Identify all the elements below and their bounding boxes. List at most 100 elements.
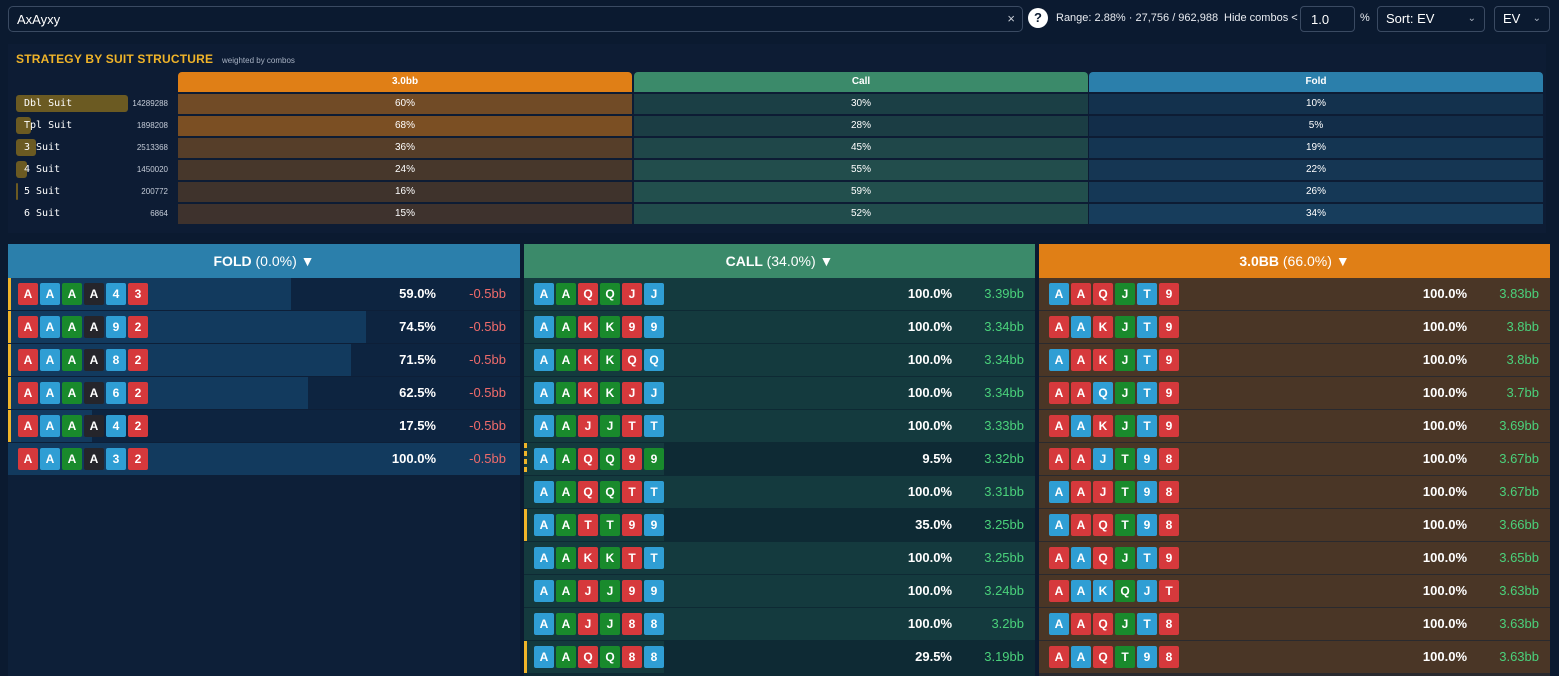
strategy-cell[interactable]: 19% bbox=[1089, 138, 1543, 158]
playing-card: J bbox=[1115, 382, 1135, 404]
clear-icon[interactable]: × bbox=[1007, 11, 1015, 26]
playing-card: 9 bbox=[1159, 316, 1179, 338]
strategy-cell[interactable]: 5% bbox=[1089, 116, 1543, 136]
hand-row[interactable]: A A A A 4 3 59.0% -0.5bb bbox=[8, 278, 520, 310]
strategy-cell[interactable]: 28% bbox=[634, 116, 1088, 136]
hand-row[interactable]: A A A A 3 2 100.0% -0.5bb bbox=[8, 443, 520, 475]
hand-ev: 3.32bb bbox=[984, 451, 1024, 466]
hand-row[interactable]: A A Q Q 9 9 9.5% 3.32bb bbox=[524, 443, 1035, 475]
hide-combos-label: Hide combos < bbox=[1224, 12, 1298, 24]
playing-card: A bbox=[534, 613, 554, 635]
hand-row[interactable]: A A Q J T 9 100.0% 3.65bb bbox=[1039, 542, 1550, 574]
strategy-cell[interactable]: 26% bbox=[1089, 182, 1543, 202]
dropdown-arrow-icon[interactable]: ▼ bbox=[300, 253, 315, 269]
strategy-cell[interactable]: 45% bbox=[634, 138, 1088, 158]
hand-frequency: 100.0% bbox=[1422, 418, 1467, 433]
hand-row[interactable]: A A K Q J T 100.0% 3.63bb bbox=[1039, 575, 1550, 607]
playing-card: 8 bbox=[106, 349, 126, 371]
hand-ev: 3.63bb bbox=[1499, 649, 1539, 664]
hand-row[interactable]: A A K K T T 100.0% 3.25bb bbox=[524, 542, 1035, 574]
playing-card: J bbox=[1093, 448, 1113, 470]
hand-frequency: 29.5% bbox=[915, 649, 952, 664]
strategy-cell[interactable]: 22% bbox=[1089, 160, 1543, 180]
hand-row[interactable]: A A J J T T 100.0% 3.33bb bbox=[524, 410, 1035, 442]
hand-row[interactable]: A A A A 6 2 62.5% -0.5bb bbox=[8, 377, 520, 409]
strategy-cell[interactable]: 36% bbox=[178, 138, 632, 158]
strategy-cell[interactable]: 59% bbox=[634, 182, 1088, 202]
playing-card: 2 bbox=[128, 349, 148, 371]
playing-card: A bbox=[18, 448, 38, 470]
hand-row[interactable]: A A J J 8 8 100.0% 3.2bb bbox=[524, 608, 1035, 640]
strategy-mix-marker bbox=[524, 509, 527, 541]
hand-ev: 3.63bb bbox=[1499, 583, 1539, 598]
sort-select[interactable]: Sort: EV ⌄ bbox=[1377, 6, 1485, 32]
playing-card: A bbox=[534, 547, 554, 569]
strategy-cell[interactable]: 68% bbox=[178, 116, 632, 136]
hand-frequency: 100.0% bbox=[1422, 385, 1467, 400]
strategy-cell[interactable]: 52% bbox=[634, 204, 1088, 224]
playing-card: A bbox=[1071, 547, 1091, 569]
hand-row[interactable]: A A Q T 9 8 100.0% 3.66bb bbox=[1039, 509, 1550, 541]
column-raise: 3.0BB (66.0%) ▼ A A Q J T 9 100.0% 3.83bb A A K J T 9 1… bbox=[1039, 244, 1550, 676]
column-title: FOLD bbox=[213, 253, 256, 269]
hand-ev: 3.66bb bbox=[1499, 517, 1539, 532]
hand-row[interactable]: A A Q J T 9 100.0% 3.7bb bbox=[1039, 377, 1550, 409]
hand-row[interactable]: A A J J 9 9 100.0% 3.24bb bbox=[524, 575, 1035, 607]
playing-card: 9 bbox=[1159, 415, 1179, 437]
hand-row[interactable]: A A Q J T 8 100.0% 3.63bb bbox=[1039, 608, 1550, 640]
playing-card: T bbox=[1137, 382, 1157, 404]
hand-row[interactable]: A A Q J T 9 100.0% 3.83bb bbox=[1039, 278, 1550, 310]
hand-row[interactable]: A A K K J J 100.0% 3.34bb bbox=[524, 377, 1035, 409]
strategy-cell[interactable]: 34% bbox=[1089, 204, 1543, 224]
hand-row[interactable]: A A J T 9 8 100.0% 3.67bb bbox=[1039, 443, 1550, 475]
playing-card: J bbox=[1115, 415, 1135, 437]
strategy-cell[interactable]: 30% bbox=[634, 94, 1088, 114]
hand-row[interactable]: A A Q T 9 8 100.0% 3.63bb bbox=[1039, 641, 1550, 673]
column-header-call[interactable]: CALL (34.0%) ▼ bbox=[524, 244, 1035, 278]
playing-card: 9 bbox=[622, 316, 642, 338]
hand-row[interactable]: A A K J T 9 100.0% 3.8bb bbox=[1039, 344, 1550, 376]
hand-row[interactable]: A A J T 9 8 100.0% 3.67bb bbox=[1039, 476, 1550, 508]
hand-row[interactable]: A A K K 9 9 100.0% 3.34bb bbox=[524, 311, 1035, 343]
strategy-cell[interactable]: 16% bbox=[178, 182, 632, 202]
hand-row[interactable]: A A Q Q 8 8 29.5% 3.19bb bbox=[524, 641, 1035, 673]
hide-combos-input[interactable] bbox=[1300, 6, 1355, 32]
search-input[interactable] bbox=[17, 7, 997, 31]
hand-frequency: 100.0% bbox=[1422, 352, 1467, 367]
hand-frequency: 100.0% bbox=[907, 583, 952, 598]
strategy-header-fold: Fold bbox=[1089, 72, 1543, 92]
hand-row[interactable]: A A T T 9 9 35.0% 3.25bb bbox=[524, 509, 1035, 541]
column-header-raise[interactable]: 3.0BB (66.0%) ▼ bbox=[1039, 244, 1550, 278]
dropdown-arrow-icon[interactable]: ▼ bbox=[819, 253, 834, 269]
playing-card: J bbox=[1115, 547, 1135, 569]
hand-row[interactable]: A A A A 4 2 17.5% -0.5bb bbox=[8, 410, 520, 442]
strategy-cell[interactable]: 55% bbox=[634, 160, 1088, 180]
hand-row[interactable]: A A K K Q Q 100.0% 3.34bb bbox=[524, 344, 1035, 376]
hand-ev: -0.5bb bbox=[469, 352, 506, 367]
strategy-panel: STRATEGY BY SUIT STRUCTURE weighted by c… bbox=[8, 44, 1546, 233]
playing-card: J bbox=[1093, 481, 1113, 503]
playing-card: A bbox=[1071, 349, 1091, 371]
hand-row[interactable]: A A K J T 9 100.0% 3.69bb bbox=[1039, 410, 1550, 442]
hand-row[interactable]: A A Q Q T T 100.0% 3.31bb bbox=[524, 476, 1035, 508]
strategy-cell[interactable]: 60% bbox=[178, 94, 632, 114]
column-header-fold[interactable]: FOLD (0.0%) ▼ bbox=[8, 244, 520, 278]
hand-row[interactable]: A A Q Q J J 100.0% 3.39bb bbox=[524, 278, 1035, 310]
strategy-cell[interactable]: 24% bbox=[178, 160, 632, 180]
dropdown-arrow-icon[interactable]: ▼ bbox=[1335, 253, 1350, 269]
strategy-cell[interactable]: 10% bbox=[1089, 94, 1543, 114]
strategy-cell[interactable]: 15% bbox=[178, 204, 632, 224]
hand-row[interactable]: A A K J T 9 100.0% 3.8bb bbox=[1039, 311, 1550, 343]
playing-card: Q bbox=[1093, 382, 1113, 404]
hand-frequency: 100.0% bbox=[907, 319, 952, 334]
hand-row[interactable]: A A A A 9 2 74.5% -0.5bb bbox=[8, 311, 520, 343]
help-icon[interactable]: ? bbox=[1028, 8, 1048, 28]
hand-row[interactable]: A A A A 8 2 71.5% -0.5bb bbox=[8, 344, 520, 376]
search-box: × bbox=[8, 6, 1023, 32]
metric-select[interactable]: EV ⌄ bbox=[1494, 6, 1550, 32]
